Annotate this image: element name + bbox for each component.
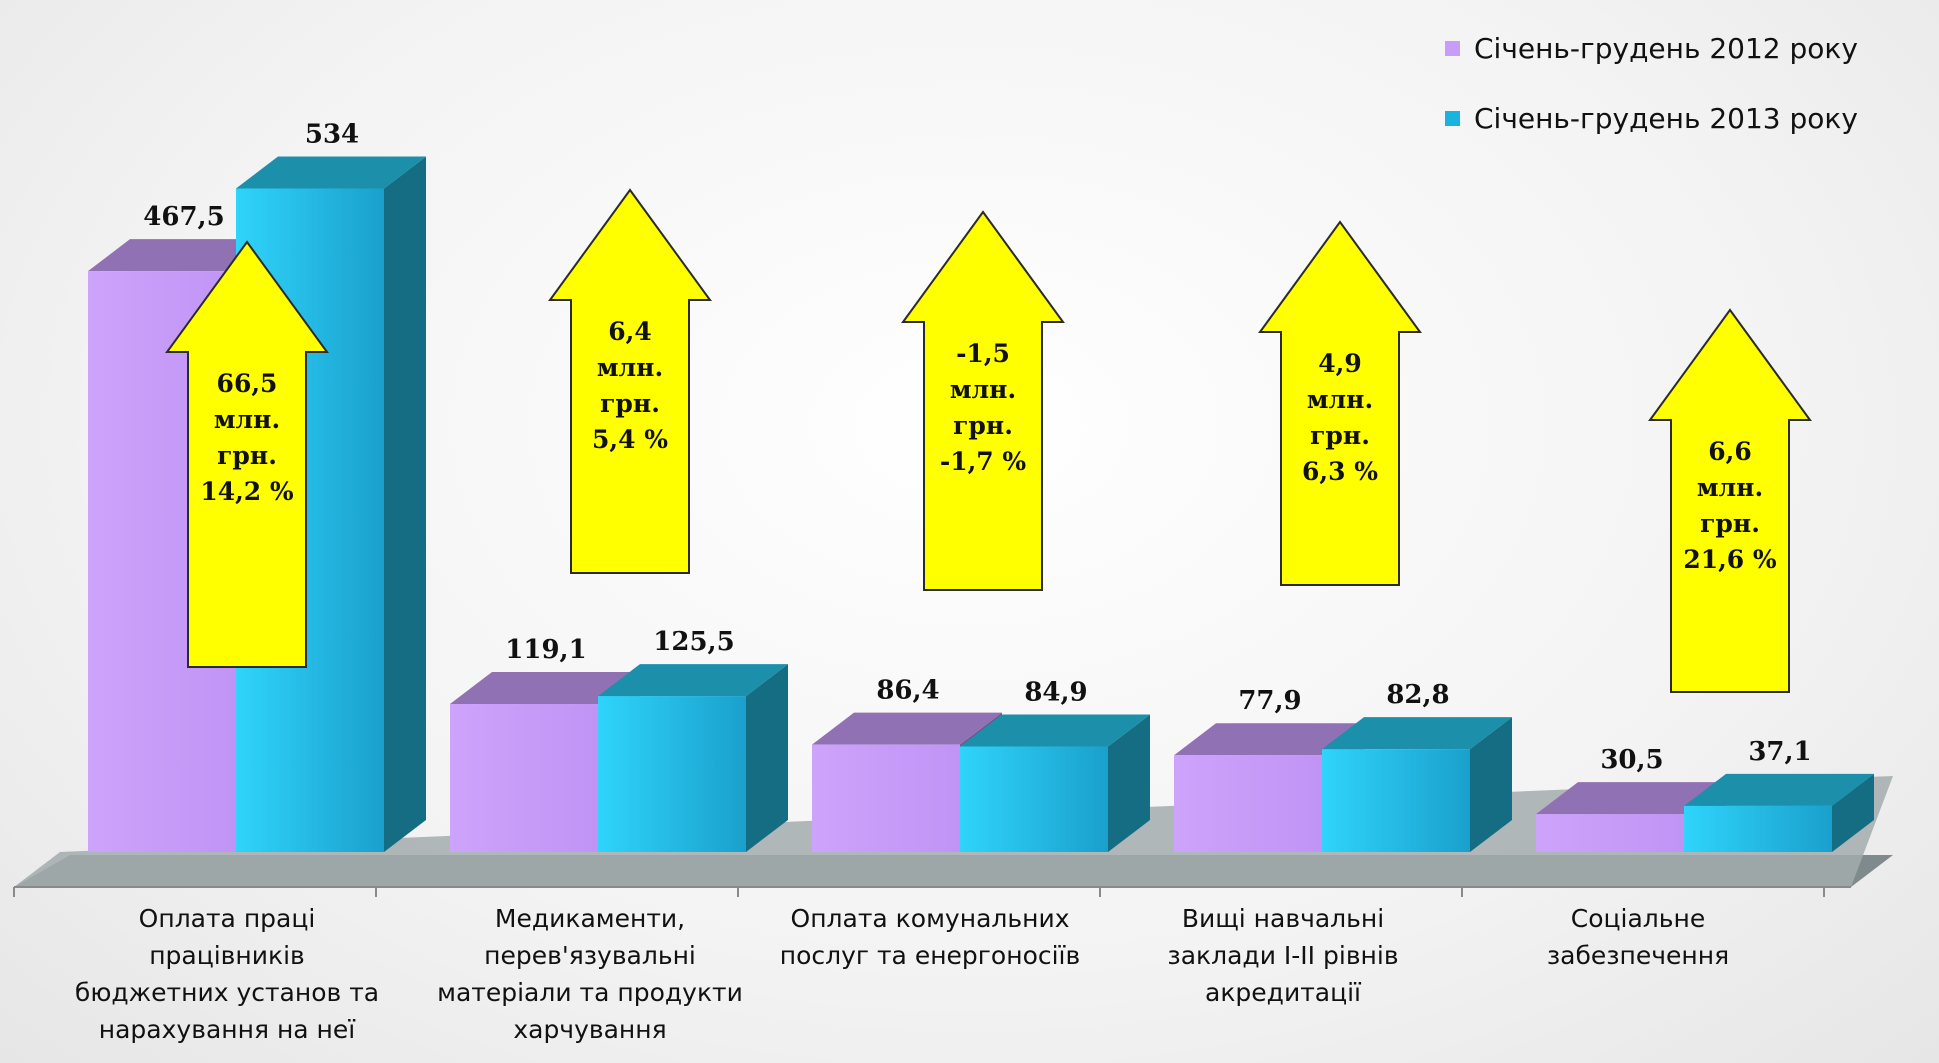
data-label: 84,9 <box>1024 678 1087 708</box>
category-label-line: працівників <box>149 941 305 970</box>
category-label-1: Оплата праці працівників бюджетних устан… <box>62 900 392 1048</box>
bar-front-face <box>450 704 598 852</box>
data-label: 125,5 <box>653 627 734 657</box>
data-label: 30,5 <box>1600 745 1663 775</box>
legend-swatch-2012 <box>1445 40 1460 56</box>
annotation-label: -1,7 % <box>940 447 1027 476</box>
bar-side-face <box>1470 717 1512 852</box>
bar-top-face <box>812 712 1002 745</box>
annotation-label: млн. <box>1307 385 1373 414</box>
data-label: 77,9 <box>1238 686 1301 716</box>
bar-front-face <box>812 744 960 852</box>
legend-label-2013: Січень-грудень 2013 року <box>1474 101 1858 135</box>
bar-2013 <box>960 714 1150 852</box>
annotation-label: грн. <box>1310 421 1370 450</box>
annotation-label: -1,5 <box>956 339 1010 368</box>
annotation-label: 66,5 <box>217 369 278 398</box>
annotation-label: млн. <box>214 405 280 434</box>
category-label-line: Медикаменти, <box>494 904 686 933</box>
annotation-arrow <box>1258 220 1422 586</box>
bar-top-face <box>450 672 640 705</box>
legend-label-2012: Січень-грудень 2012 року <box>1474 31 1858 65</box>
bar-front-face <box>1684 805 1832 852</box>
data-label: 82,8 <box>1386 680 1449 710</box>
category-label-line: матеріали та продукти <box>437 978 743 1007</box>
annotation-label: 5,4 % <box>592 425 668 454</box>
category-label-5: Соціальне забезпечення <box>1473 900 1803 974</box>
annotation-label: 6,6 <box>1708 437 1752 466</box>
category-label-line: Оплата комунальних <box>790 904 1070 933</box>
bar-front-face <box>1536 814 1684 852</box>
category-label-line: Соціальне <box>1570 904 1706 933</box>
data-label: 119,1 <box>505 635 586 665</box>
annotation-label: 6,3 % <box>1302 457 1378 486</box>
legend: Січень-грудень 2012 року Січень-грудень … <box>1445 28 1858 168</box>
legend-item-2012: Січень-грудень 2012 року <box>1445 28 1858 68</box>
annotation-label: 14,2 % <box>200 477 294 506</box>
bar-top-face <box>1174 723 1364 756</box>
annotation-arrow <box>901 210 1065 591</box>
category-label-line: заклади I-II рівнів <box>1167 941 1399 970</box>
bar-2013 <box>1322 717 1512 852</box>
bar-2013 <box>598 664 788 852</box>
bar-front-face <box>960 746 1108 852</box>
category-label-line: послуг та енергоносіїв <box>779 941 1081 970</box>
category-label-line: перев'язувальні <box>484 941 696 970</box>
category-label-line: забезпечення <box>1546 941 1730 970</box>
annotation-label: млн. <box>597 353 663 382</box>
annotation-arrow <box>548 188 712 574</box>
annotation-arrow <box>165 240 329 668</box>
annotation-label: грн. <box>1700 509 1760 538</box>
category-label-line: нарахування на неї <box>98 1015 356 1044</box>
category-label-4: Вищі навчальні заклади I-II рівнів акред… <box>1118 900 1448 1011</box>
bar-top-face <box>598 664 788 697</box>
data-label: 37,1 <box>1748 737 1811 767</box>
annotation-label: грн. <box>217 441 277 470</box>
bar-side-face <box>1108 714 1150 852</box>
bar-front-face <box>1322 749 1470 852</box>
category-label-line: харчування <box>513 1015 667 1044</box>
bar-side-face <box>746 664 788 852</box>
category-label-line: Вищі навчальні <box>1181 904 1385 933</box>
annotation-label: млн. <box>950 375 1016 404</box>
annotation-label: млн. <box>1697 473 1763 502</box>
category-label-line: бюджетних установ та <box>74 978 380 1007</box>
annotation-label: 21,6 % <box>1683 545 1777 574</box>
annotation-label: грн. <box>953 411 1013 440</box>
bar-top-face <box>960 714 1150 747</box>
legend-item-2013: Січень-грудень 2013 року <box>1445 98 1858 138</box>
data-label: 467,5 <box>143 202 224 232</box>
data-label: 86,4 <box>876 676 939 706</box>
annotation-label: 6,4 <box>608 317 652 346</box>
bar-front-face <box>598 696 746 852</box>
category-label-line: Оплата праці <box>138 904 316 933</box>
bar-top-face <box>236 156 426 189</box>
category-label-line: акредитації <box>1205 978 1361 1007</box>
category-label-2: Медикаменти, перев'язувальні матеріали т… <box>425 900 755 1048</box>
annotation-label: 4,9 <box>1318 349 1362 378</box>
annotation-arrow <box>1648 308 1812 693</box>
category-label-3: Оплата комунальних послуг та енергоносії… <box>765 900 1095 974</box>
bar-top-face <box>1322 717 1512 750</box>
bar-2013 <box>1684 773 1874 852</box>
bar-side-face <box>384 156 426 852</box>
data-label: 534 <box>305 120 359 150</box>
bar-side-face <box>1832 773 1874 852</box>
bar-front-face <box>1174 755 1322 852</box>
legend-swatch-2013 <box>1445 110 1460 126</box>
bar-top-face <box>1536 782 1726 815</box>
annotation-label: грн. <box>600 389 660 418</box>
bar-top-face <box>1684 773 1874 806</box>
